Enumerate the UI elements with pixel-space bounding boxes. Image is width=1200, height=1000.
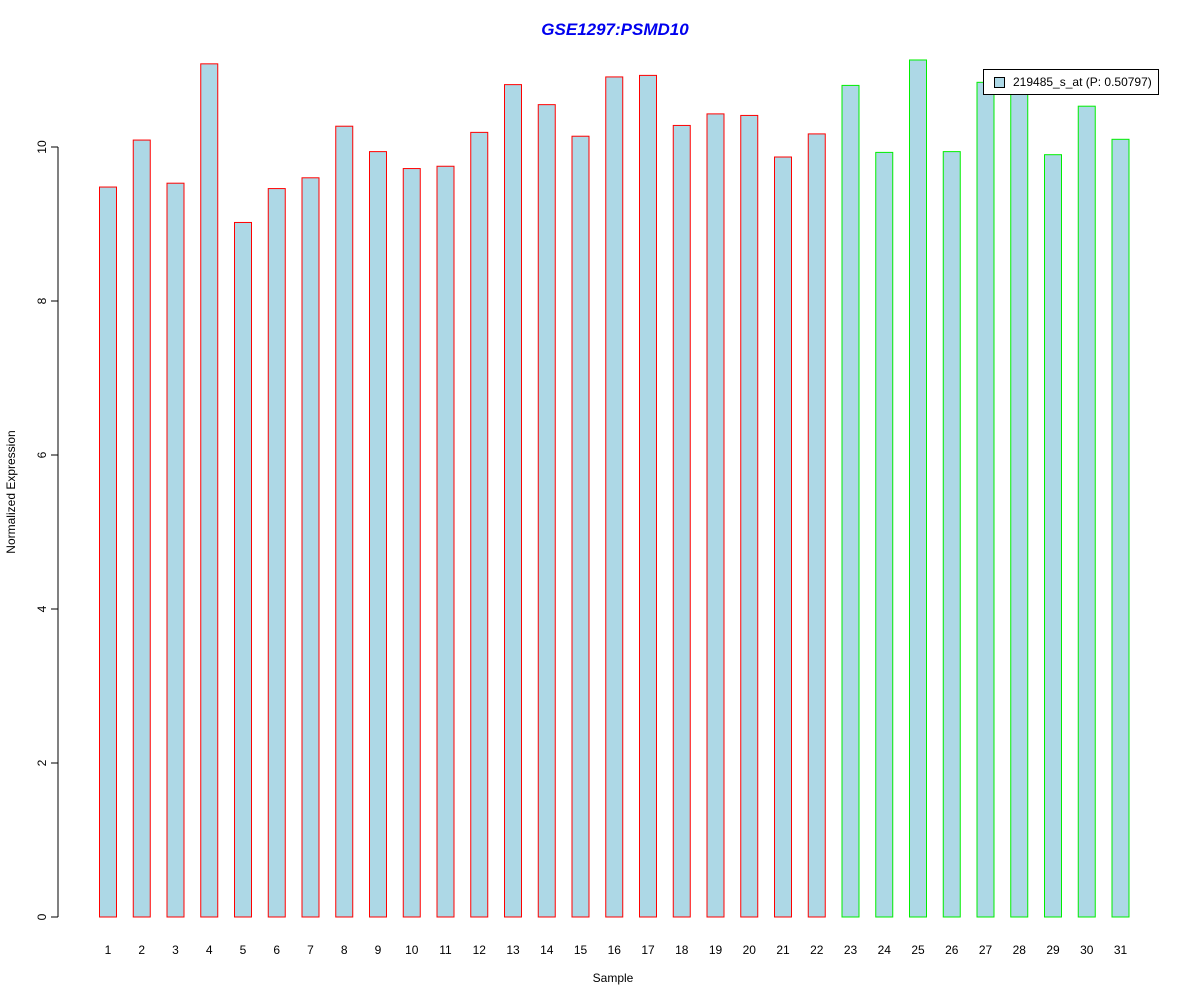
x-tick-label: 13 xyxy=(506,943,520,957)
y-tick-label: 10 xyxy=(35,140,49,154)
bar-sample-27 xyxy=(976,81,995,918)
bar-sample-29 xyxy=(1044,154,1062,918)
bar-sample-24 xyxy=(875,151,894,918)
x-tick-label: 19 xyxy=(709,943,723,957)
x-tick-label: 8 xyxy=(341,943,348,957)
bar-sample-12 xyxy=(470,131,489,918)
y-tick-label: 2 xyxy=(35,759,49,766)
bar-sample-14 xyxy=(537,104,556,918)
chart-title: GSE1297:PSMD10 xyxy=(541,20,689,39)
x-tick-label: 12 xyxy=(473,943,487,957)
y-tick-label: 0 xyxy=(35,913,49,920)
y-axis: 0 2 4 6 8 10 xyxy=(35,140,59,920)
bar-sample-28 xyxy=(1010,82,1029,918)
bar-sample-1 xyxy=(99,186,117,918)
bar-sample-4 xyxy=(200,63,219,918)
x-tick-label: 4 xyxy=(206,943,213,957)
bar-sample-2 xyxy=(132,139,151,918)
x-tick-label: 28 xyxy=(1013,943,1027,957)
x-tick-label: 5 xyxy=(240,943,247,957)
x-tick-label: 24 xyxy=(878,943,892,957)
x-tick-labels: 1 2 3 4 5 6 7 8 9 10 11 12 13 14 15 16 17 18 19 20 21 22 23 24 2… xyxy=(105,943,1128,957)
bar-sample-25 xyxy=(909,59,927,918)
legend-label: 219485_s_at (P: 0.50797) xyxy=(1013,75,1152,89)
x-tick-label: 23 xyxy=(844,943,858,957)
bar-sample-15 xyxy=(571,135,590,918)
bar-sample-23 xyxy=(841,84,860,918)
x-tick-label: 22 xyxy=(810,943,824,957)
bar-sample-11 xyxy=(436,165,455,918)
x-tick-label: 16 xyxy=(608,943,622,957)
y-axis-label: Normalized Expression xyxy=(4,430,18,554)
x-tick-label: 20 xyxy=(743,943,757,957)
bar-sample-5 xyxy=(234,221,252,918)
x-tick-label: 30 xyxy=(1080,943,1094,957)
x-tick-label: 17 xyxy=(641,943,655,957)
x-tick-label: 18 xyxy=(675,943,689,957)
bar-sample-19 xyxy=(706,113,725,918)
bar-sample-26 xyxy=(942,151,961,918)
x-tick-label: 10 xyxy=(405,943,419,957)
bar-sample-3 xyxy=(166,182,185,918)
x-axis-label: Sample xyxy=(592,971,634,985)
x-tick-label: 15 xyxy=(574,943,588,957)
x-tick-label: 7 xyxy=(307,943,314,957)
x-tick-label: 29 xyxy=(1046,943,1060,957)
bar-sample-30 xyxy=(1077,105,1096,918)
y-tick-label: 6 xyxy=(35,451,49,458)
bar-sample-13 xyxy=(504,84,522,918)
x-tick-label: 21 xyxy=(776,943,790,957)
x-tick-label: 1 xyxy=(105,943,112,957)
x-tick-label: 11 xyxy=(439,943,452,957)
y-tick-label: 8 xyxy=(35,297,49,304)
bar-sample-22 xyxy=(807,133,826,918)
bar-sample-18 xyxy=(672,124,691,918)
x-tick-label: 27 xyxy=(979,943,993,957)
x-tick-label: 2 xyxy=(138,943,145,957)
x-tick-label: 14 xyxy=(540,943,554,957)
x-tick-label: 6 xyxy=(273,943,280,957)
x-tick-label: 26 xyxy=(945,943,959,957)
x-tick-label: 9 xyxy=(375,943,382,957)
bar-sample-7 xyxy=(301,177,320,918)
bar-sample-20 xyxy=(740,114,759,918)
bars xyxy=(99,59,1130,918)
bar-sample-10 xyxy=(402,168,421,918)
bar-sample-16 xyxy=(605,76,624,918)
bar-sample-17 xyxy=(639,74,657,918)
bar-sample-6 xyxy=(267,188,286,918)
legend-swatch xyxy=(994,76,1005,88)
x-tick-label: 31 xyxy=(1114,943,1128,957)
bar-sample-8 xyxy=(335,125,354,918)
legend: 219485_s_at (P: 0.50797) xyxy=(983,69,1159,95)
bar-sample-31 xyxy=(1111,138,1130,918)
y-tick-label: 4 xyxy=(35,605,49,612)
bar-sample-21 xyxy=(774,156,792,918)
bar-sample-9 xyxy=(369,151,387,918)
x-tick-label: 3 xyxy=(172,943,179,957)
x-tick-label: 25 xyxy=(911,943,925,957)
